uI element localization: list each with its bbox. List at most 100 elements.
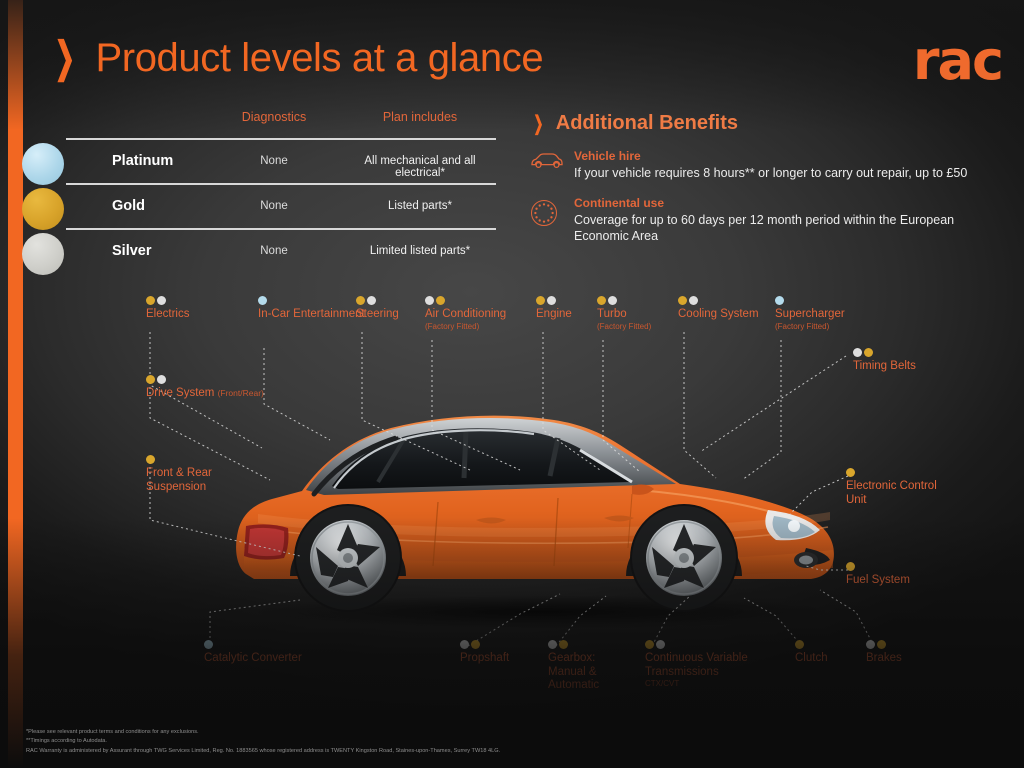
callout-label: Propshaft (460, 652, 510, 664)
footer-line: *Please see relevant product terms and c… (26, 728, 199, 735)
left-accent-rail (8, 0, 23, 768)
callout-label: Engine (536, 308, 572, 320)
level-dots (536, 296, 572, 305)
callout-label: Electronic Control Unit (846, 480, 937, 506)
level-dots (356, 296, 399, 305)
dot-gold-icon (864, 348, 873, 357)
dot-gold-icon (146, 296, 155, 305)
benefit-heading: Continental use (574, 195, 665, 210)
benefit-body: If your vehicle requires 8 hours** or lo… (574, 166, 968, 180)
page-header: ❯ Product levels at a glance (48, 34, 543, 82)
dot-gold-icon (645, 640, 654, 649)
product-levels-table: Diagnostics Plan includes Platinum None … (22, 110, 496, 275)
level-dots (645, 640, 748, 649)
callout-label: Gearbox: Manual & Automatic (548, 652, 600, 692)
callout-electronic-control-unit[interactable]: Electronic Control Unit (846, 468, 937, 507)
callout-front-rear-suspension[interactable]: Front & Rear Suspension (146, 455, 212, 494)
level-dots (597, 296, 651, 305)
footer-line: **Timings according to Autodata. (26, 738, 107, 744)
level-dots (146, 455, 212, 464)
level-dots (866, 640, 902, 649)
dot-silver-icon (853, 348, 862, 357)
dot-silver-icon (548, 640, 557, 649)
benefit-heading: Vehicle hire (574, 149, 641, 163)
callout-timing-belts[interactable]: Timing Belts (853, 348, 916, 374)
dot-gold-icon (678, 296, 687, 305)
callout-label-text: Drive System (146, 387, 215, 399)
callout-sublabel: (Factory Fitted) (425, 321, 480, 331)
table-row: Gold None Listed parts* (22, 183, 496, 230)
callout-label: Clutch (795, 652, 828, 664)
callout-sublabel: (Factory Fitted) (775, 321, 830, 331)
dot-gold-icon (471, 640, 480, 649)
callout-turbo[interactable]: Turbo (Factory Fitted) (597, 296, 651, 331)
level-dots (548, 640, 599, 649)
dot-silver-icon (425, 296, 434, 305)
callout-label: Timing Belts (853, 360, 916, 372)
callout-drive-system[interactable]: Drive System (Front/Rear) (146, 375, 264, 401)
level-dots (146, 296, 189, 305)
chevron-right-icon: ❯ (533, 112, 544, 135)
level-dots (795, 640, 828, 649)
level-dots (425, 296, 506, 305)
footer-line: RAC Warranty is administered by Assurant… (26, 747, 501, 754)
dot-platinum-icon (258, 296, 267, 305)
callout-electrics[interactable]: Electrics (146, 296, 189, 322)
callout-catalytic-converter[interactable]: Catalytic Converter (204, 640, 302, 666)
level-name: Silver (112, 243, 152, 259)
level-dots (146, 375, 264, 384)
dot-silver-icon (157, 375, 166, 384)
callout-air-conditioning[interactable]: Air Conditioning (Factory Fitted) (425, 296, 506, 331)
level-name: Gold (112, 198, 146, 214)
callout-label: Supercharger (775, 308, 845, 320)
callout-supercharger[interactable]: Supercharger (Factory Fitted) (775, 296, 845, 331)
dot-gold-icon (436, 296, 445, 305)
dot-gold-icon (597, 296, 606, 305)
dot-gold-icon (146, 375, 155, 384)
callout-brakes[interactable]: Brakes (866, 640, 902, 666)
table-row: Platinum None All mechanical and all ele… (22, 138, 496, 185)
level-plan-includes: Listed parts* (388, 200, 452, 212)
eu-stars-icon (530, 196, 574, 245)
dot-silver-icon (866, 640, 875, 649)
level-dots (846, 562, 910, 571)
callout-sublabel: (Factory Fitted) (597, 321, 652, 331)
level-dots (204, 640, 302, 649)
level-dots (678, 296, 759, 305)
callout-label: Electrics (146, 308, 190, 320)
benefits-title: Additional Benefits (555, 112, 738, 134)
dot-silver-icon (656, 640, 665, 649)
callout-gearbox[interactable]: Gearbox: Manual & Automatic (548, 640, 599, 693)
level-dots (460, 640, 509, 649)
benefit-body: Coverage for up to 60 days per 12 month … (574, 212, 955, 244)
callout-clutch[interactable]: Clutch (795, 640, 828, 666)
callout-fuel-system[interactable]: Fuel System (846, 562, 910, 588)
callout-label: Turbo (597, 308, 627, 320)
dot-gold-icon (877, 640, 886, 649)
dot-platinum-icon (775, 296, 784, 305)
callout-in-car-entertainment[interactable]: In-Car Entertainment (258, 296, 365, 322)
callout-engine[interactable]: Engine (536, 296, 572, 322)
level-name: Platinum (112, 153, 174, 169)
benefit-item-vehicle-hire: Vehicle hire If your vehicle requires 8 … (530, 149, 1010, 182)
chevron-right-icon: ❯ (54, 34, 76, 82)
callout-label: Fuel System (846, 574, 910, 586)
swatch-platinum-icon (22, 143, 64, 185)
callout-label: In-Car Entertainment (258, 308, 365, 320)
benefit-item-continental-use: Continental use Coverage for up to 60 da… (530, 196, 1010, 245)
callout-inline-note: (Front/Rear) (217, 388, 264, 398)
callout-steering[interactable]: Steering (356, 296, 399, 322)
swatch-gold-icon (22, 188, 64, 230)
level-dots (853, 348, 916, 357)
callout-label: Drive System (Front/Rear) (146, 387, 264, 401)
callout-propshaft[interactable]: Propshaft (460, 640, 509, 666)
callout-sublabel: CTX/CVT (645, 679, 680, 689)
callout-label: Catalytic Converter (204, 652, 302, 664)
callout-label: Brakes (866, 652, 902, 664)
dot-gold-icon (559, 640, 568, 649)
car-icon (530, 149, 574, 182)
dot-silver-icon (367, 296, 376, 305)
callout-cooling-system[interactable]: Cooling System (678, 296, 759, 322)
callout-continuous-variable-transmissions[interactable]: Continuous Variable Transmissions CTX/CV… (645, 640, 748, 689)
